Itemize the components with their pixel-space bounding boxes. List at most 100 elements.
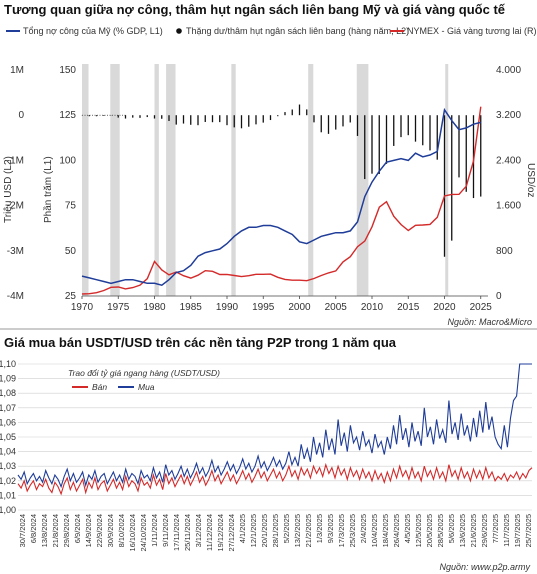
x-tick-label: 1990	[216, 302, 239, 313]
x-tick-label: 14/9/2024	[84, 514, 93, 547]
x-tick-label: 29/6/2025	[480, 514, 489, 547]
x-tick-label: 12/5/2025	[414, 514, 423, 547]
x-tick-label: 11/7/2025	[502, 514, 511, 547]
x-tick-label: 1970	[71, 302, 94, 313]
legend-title: Trao đổi tỷ giá ngang hàng (USDT/USD)	[68, 368, 220, 378]
x-tick-label: 9/3/2025	[326, 514, 335, 543]
x-tick-label: 28/5/2025	[436, 514, 445, 547]
y-tick-label: 1,01	[0, 490, 16, 500]
y-right-tick-label: 4.000	[496, 65, 521, 76]
y-tick-label: 1,07	[0, 403, 16, 413]
y-tick-label: 1,06	[0, 417, 16, 427]
recession-band	[308, 64, 314, 296]
y-tick-label: 1,08	[0, 388, 16, 398]
y-tick-label: 1,10	[0, 359, 16, 369]
y-l2-tick-label: 0	[18, 110, 24, 121]
x-tick-label: 5/2/2025	[282, 514, 291, 543]
y-tick-label: 1,00	[0, 505, 16, 515]
x-tick-label: 2005	[325, 302, 348, 313]
x-tick-label: 28/1/2025	[271, 514, 280, 547]
x-tick-label: 29/8/2024	[62, 514, 71, 547]
legend-label-buy: Mua	[138, 382, 155, 392]
recession-band	[154, 64, 159, 296]
y-right-tick-label: 2.400	[496, 155, 521, 166]
x-tick-label: 2/4/2025	[359, 514, 368, 543]
chart2-svg: 1,10 1,09 1,08 1,07 1,06 1,05 1,04 1,03 1,02 1,01…	[0, 359, 533, 572]
x-tick-label: 25/3/2025	[348, 514, 357, 547]
chart2-title: Giá mua bán USDT/USD trên các nền tảng P…	[4, 335, 397, 350]
x-tick-label: 1/3/2025	[315, 514, 324, 543]
x-tick-label: 5/6/2025	[447, 514, 456, 543]
x-tick-label: 19/12/2024	[216, 514, 225, 552]
recession-band	[231, 64, 236, 296]
chart1-title: Tương quan giữa nợ công, thâm hụt ngân s…	[4, 2, 506, 17]
x-tick-label: 21/6/2025	[469, 514, 478, 547]
y-right-axis-title: USD/oz	[525, 163, 536, 197]
y-tick-label: 1,05	[0, 432, 16, 442]
x-tick-label: 4/1/2025	[238, 514, 247, 543]
x-tick-label: 11/12/2024	[205, 514, 214, 551]
y-l1-tick-label: 150	[59, 65, 76, 76]
x-tick-label: 1980	[143, 302, 166, 313]
sell-line	[17, 462, 533, 496]
legend-label: Tổng nợ công của Mỹ (% GDP, L1)	[23, 26, 163, 36]
x-tick-label: 9/11/2024	[161, 514, 170, 547]
buy-line	[17, 363, 532, 489]
x-tick-label: 12/1/2025	[249, 514, 258, 547]
x-tick-label: 20/5/2025	[425, 514, 434, 547]
y-l2-tick-label: -3M	[7, 246, 24, 257]
x-tick-label: 2015	[397, 302, 420, 313]
x-tick-label: 25/7/2025	[524, 514, 533, 547]
x-tick-label: 13/8/2024	[40, 514, 49, 547]
x-tick-label: 18/4/2025	[381, 514, 390, 547]
legend-label-sell: Bán	[92, 382, 107, 392]
x-tick-label: 24/10/2024	[139, 514, 148, 552]
x-tick-label: 1995	[252, 302, 275, 313]
y-l1-tick-label: 125	[59, 110, 76, 121]
x-tick-label: 1985	[180, 302, 203, 313]
x-tick-label: 3/12/2024	[194, 514, 203, 547]
x-tick-label: 27/12/2024	[227, 514, 236, 552]
recession-band	[110, 64, 120, 296]
legend-label: NYMEX - Giá vàng tương lai (R)	[407, 26, 536, 36]
chart1-svg: Tổng nợ công của Mỹ (% GDP, L1) Thặng dư/…	[3, 26, 536, 327]
y-l2-tick-label: -1M	[7, 155, 24, 166]
y-l1-tick-label: 25	[65, 291, 77, 302]
x-tick-label: 21/8/2024	[51, 514, 60, 547]
x-tick-label: 21/2/2025	[304, 514, 313, 547]
y-right-tick-label: 800	[496, 246, 513, 257]
y-tick-label: 1,02	[0, 476, 16, 486]
x-tick-label: 30/7/2024	[18, 514, 27, 547]
legend-label: Thặng dư/thâm hụt ngân sách liên bang (h…	[186, 26, 409, 36]
chart1-source: Nguồn: Macro&Micro	[447, 317, 532, 327]
x-tick-label: 2010	[361, 302, 384, 313]
legend-marker-deficit	[176, 28, 182, 34]
recession-band	[445, 64, 449, 296]
y-l2-tick-label: -2M	[7, 201, 24, 212]
x-tick-label: 7/7/2025	[491, 514, 500, 543]
x-tick-label: 2020	[433, 302, 456, 313]
y-l1-tick-label: 50	[65, 246, 77, 257]
x-tick-label: 2025	[470, 302, 493, 313]
x-tick-label: 13/6/2025	[458, 514, 467, 547]
y-tick-label: 1,04	[0, 447, 16, 457]
x-tick-label: 10/4/2025	[370, 514, 379, 547]
y-l2-tick-label: 1M	[10, 65, 24, 76]
y-l1-tick-label: 75	[65, 201, 77, 212]
x-tick-label: 4/5/2025	[403, 514, 412, 543]
x-tick-label: 6/9/2024	[73, 514, 82, 543]
debt-line	[81, 107, 481, 287]
x-tick-label: 1/11/2024	[150, 514, 159, 547]
x-tick-label: 13/2/2025	[293, 514, 302, 547]
y-tick-label: 1,03	[0, 461, 16, 471]
y-right-tick-label: 0	[496, 291, 502, 302]
x-tick-label: 17/3/2025	[337, 514, 346, 547]
x-tick-label: 30/9/2024	[106, 514, 115, 547]
recession-band	[82, 64, 89, 296]
y-tick-label: 1,09	[0, 374, 16, 384]
recession-band	[166, 64, 176, 296]
x-tick-label: 26/4/2025	[392, 514, 401, 547]
gold-price-line	[81, 106, 482, 295]
y-l2-tick-label: -4M	[7, 291, 24, 302]
